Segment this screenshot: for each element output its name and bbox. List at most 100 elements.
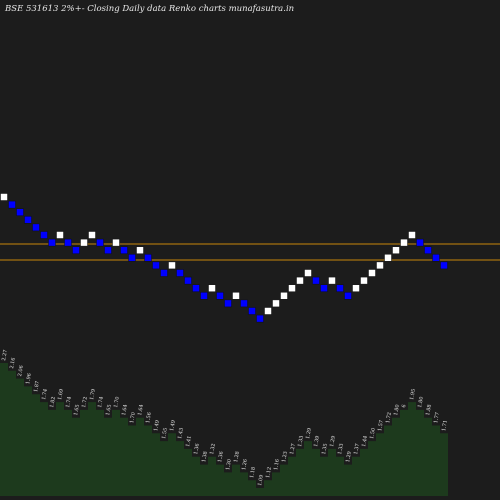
renko-brick <box>304 269 312 277</box>
renko-brick <box>384 254 392 262</box>
renko-brick <box>144 254 152 262</box>
volume-label: 1.12 <box>265 467 273 479</box>
volume-label: 1.74 <box>65 396 73 408</box>
volume-label: 1.16 <box>273 459 281 471</box>
volume-label: 1.96 <box>25 373 33 385</box>
volume-label: 1.36 <box>217 451 225 463</box>
renko-brick <box>168 261 176 270</box>
renko-brick <box>200 292 208 300</box>
volume-label: 1.37 <box>353 443 361 455</box>
volume-label: 1.43 <box>177 427 185 439</box>
renko-brick <box>88 231 96 239</box>
volume-label: 1.82 <box>49 396 57 408</box>
volume-label: 1.30 <box>225 459 233 471</box>
volume-label: 1.70 <box>129 412 137 424</box>
renko-brick <box>96 238 104 247</box>
renko-brick <box>400 238 408 247</box>
renko-brick <box>192 284 200 292</box>
renko-brick <box>40 231 48 239</box>
volume-label: 1.57 <box>377 420 385 432</box>
volume-label: 1.38 <box>201 451 209 463</box>
renko-brick <box>56 231 64 239</box>
volume-label: 1.88 <box>425 404 433 416</box>
renko-brick <box>80 238 88 247</box>
renko-brick <box>136 246 144 254</box>
volume-label: 1.33 <box>337 443 345 455</box>
renko-brick <box>240 299 248 308</box>
renko-brick <box>328 276 336 285</box>
volume-label: 1.49 <box>153 420 161 432</box>
volume-label: 1.23 <box>281 451 289 463</box>
volume-label: 1.36 <box>193 443 201 455</box>
renko-brick <box>280 292 288 300</box>
volume-label: 1.79 <box>89 388 97 400</box>
renko-brick <box>176 269 184 277</box>
renko-brick <box>216 292 224 300</box>
volume-label: 1.50 <box>369 427 377 439</box>
renko-brick <box>128 254 136 262</box>
volume-label: 1.55 <box>161 427 169 439</box>
renko-brick <box>120 246 128 254</box>
renko-brick <box>0 193 8 201</box>
volume-label: 6 <box>401 404 407 408</box>
renko-brick <box>104 246 112 254</box>
volume-label: 1.70 <box>113 396 121 408</box>
renko-brick <box>208 284 216 292</box>
renko-brick <box>368 269 376 277</box>
renko-brick <box>392 246 400 254</box>
renko-brick <box>424 246 432 254</box>
volume-label: 1.39 <box>313 435 321 447</box>
renko-brick <box>344 292 352 300</box>
volume-label: 1.65 <box>73 404 81 416</box>
volume-label: 1.74 <box>97 396 105 408</box>
volume-label: 1.71 <box>441 420 449 432</box>
volume-label: 2.16 <box>9 357 17 369</box>
volume-label: 1.80 <box>393 404 401 416</box>
volume-label: 1.77 <box>433 412 441 424</box>
renko-bricks <box>0 193 448 323</box>
renko-brick <box>256 314 264 323</box>
renko-brick <box>224 299 232 308</box>
renko-brick <box>432 254 440 262</box>
volume-label: 1.65 <box>105 404 113 416</box>
renko-brick <box>408 231 416 239</box>
volume-label: 1.72 <box>81 396 89 408</box>
volume-label: 1.69 <box>57 388 65 400</box>
renko-brick <box>112 238 120 247</box>
renko-brick <box>8 200 16 209</box>
volume-label: 1.95 <box>409 388 417 400</box>
renko-brick <box>72 246 80 254</box>
volume-label: 1.64 <box>137 404 145 416</box>
renko-brick <box>376 261 384 270</box>
volume-label: 1.41 <box>185 435 193 447</box>
volume-label: 1.29 <box>305 427 313 439</box>
volume-profile <box>0 363 448 496</box>
volume-label: 1.32 <box>209 443 217 455</box>
volume-labels: 2.272.162.061.961.871.741.821.691.741.65… <box>1 349 449 486</box>
renko-brick <box>440 261 448 270</box>
volume-label: 1.29 <box>329 435 337 447</box>
volume-label: 1.56 <box>145 412 153 424</box>
volume-label: 1.33 <box>297 435 305 447</box>
volume-label: 1.27 <box>289 443 297 455</box>
renko-brick <box>360 276 368 285</box>
renko-brick <box>264 307 272 315</box>
volume-label: 1.87 <box>33 381 41 393</box>
volume-label: 1.35 <box>321 443 329 455</box>
renko-brick <box>48 238 56 247</box>
renko-brick <box>32 223 40 232</box>
renko-brick <box>248 307 256 315</box>
renko-brick <box>152 261 160 270</box>
renko-brick <box>352 284 360 292</box>
volume-label: 1.49 <box>169 420 177 432</box>
volume-label: 1.72 <box>385 412 393 424</box>
volume-label: 1.74 <box>41 388 49 400</box>
renko-brick <box>288 284 296 292</box>
volume-label: 1.18 <box>249 467 257 479</box>
volume-label: 1.26 <box>241 459 249 471</box>
volume-label: 1.80 <box>417 396 425 408</box>
volume-area <box>0 363 448 496</box>
renko-brick <box>64 238 72 247</box>
